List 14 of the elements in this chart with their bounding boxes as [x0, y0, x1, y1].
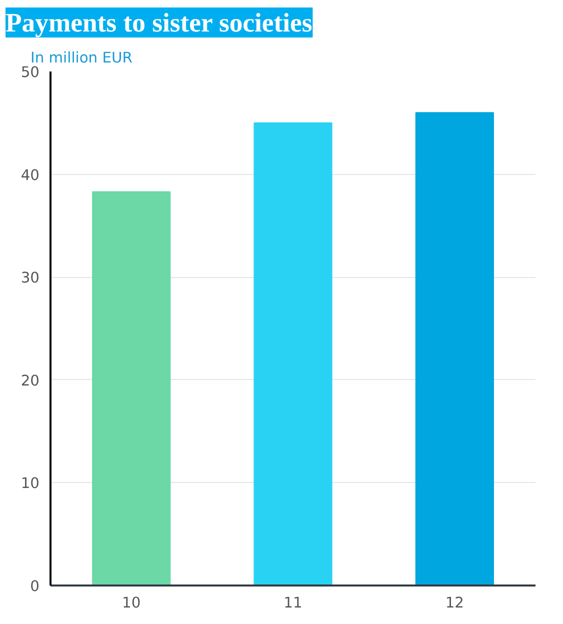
- y-tick-label: 50: [20, 64, 40, 81]
- bar: [92, 191, 171, 586]
- bar: [254, 122, 332, 586]
- y-axis-title: In million EUR: [30, 50, 132, 66]
- x-tick-label: 10: [122, 594, 141, 612]
- y-tick-label: 0: [30, 578, 40, 595]
- x-tick-label: 11: [284, 594, 302, 612]
- chart-title: Payments to sister societies: [6, 8, 312, 38]
- bar: [415, 112, 494, 586]
- x-tick-label: 12: [445, 594, 464, 612]
- y-tick-label: 20: [20, 372, 40, 390]
- y-tick-label: 10: [20, 475, 40, 492]
- y-tick-label: 30: [20, 270, 40, 287]
- y-tick-label: 40: [20, 166, 40, 184]
